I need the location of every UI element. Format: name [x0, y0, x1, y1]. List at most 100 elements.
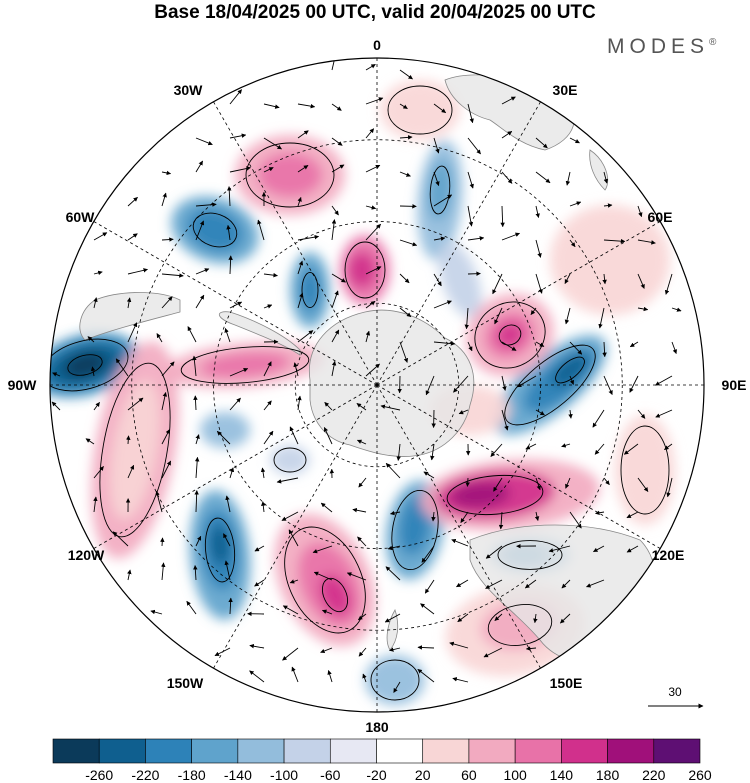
wind-arrow [671, 307, 682, 312]
anomaly-blob [365, 655, 425, 705]
wind-arrow [637, 273, 645, 289]
wind-arrow [150, 609, 163, 615]
wind-arrow [498, 511, 504, 530]
contour [504, 344, 596, 426]
latitude-circle [131, 139, 623, 631]
wind-arrow [399, 307, 412, 318]
anomaly-blob [551, 353, 589, 387]
anomaly-blob [110, 380, 160, 520]
wind-arrow [569, 137, 580, 144]
longitude-labels: 0 30E 60E 90E 120E 150E 180 150W 120W 90W 60W 30W [8, 37, 747, 735]
wind-arrow [423, 471, 435, 479]
colorbar-label: 60 [461, 767, 477, 783]
wind-arrow [561, 579, 571, 589]
contour [370, 659, 420, 701]
colorbar-swatch [514, 738, 562, 764]
wind-arrow [365, 363, 380, 377]
meridian [213, 384, 378, 669]
wind-arrow [263, 272, 278, 278]
wind-arrow [90, 366, 96, 377]
contour [474, 301, 546, 369]
wind-arrow [195, 220, 205, 241]
wind-arrow [327, 670, 333, 683]
longitude-label: 60E [648, 209, 673, 225]
wind-arrow [263, 361, 272, 377]
colorbar-swatch [52, 738, 100, 764]
wind-vectors [51, 58, 682, 693]
wind-arrow [595, 510, 605, 516]
colorbar-swatch [145, 738, 192, 764]
wind-arrow [161, 460, 172, 479]
wind-arrow [603, 375, 613, 396]
wind-arrow [431, 511, 436, 522]
wind-arrow [629, 341, 639, 348]
wind-arrow [485, 545, 503, 559]
contour [391, 489, 439, 571]
wind-arrow [297, 234, 320, 241]
wind-arrow [161, 237, 174, 242]
wind-arrow [603, 203, 613, 208]
wind-arrow [399, 69, 413, 80]
wind-arrow [93, 466, 104, 479]
contour [344, 241, 386, 299]
wind-arrow [229, 467, 235, 479]
wind-arrow [365, 266, 382, 275]
wind-arrow [291, 666, 299, 683]
map-title: Base 18/04/2025 00 UTC, valid 20/04/2025… [154, 2, 596, 23]
wind-arrow [494, 307, 503, 325]
wind-arrow [263, 137, 282, 150]
wind-arrow [127, 196, 138, 207]
anomaly-blob [399, 495, 431, 555]
wind-arrow [195, 160, 204, 173]
wind-arrow [399, 135, 413, 140]
wind-arrow [666, 477, 673, 498]
wind-arrow [664, 443, 673, 451]
colorbar-label: 220 [642, 767, 666, 783]
wind-arrow [93, 496, 98, 513]
latitude-circle [294, 302, 460, 468]
wind-arrow [535, 341, 545, 347]
wind-arrow [467, 205, 474, 227]
contour [301, 271, 319, 309]
anomaly-blob [258, 153, 322, 197]
wind-arrow [561, 443, 571, 448]
wind-arrow [451, 538, 469, 547]
south-america-tip [79, 292, 181, 341]
wind-arrow [637, 306, 649, 312]
colorbar-swatch [468, 738, 516, 764]
colorbar-swatch [329, 738, 377, 764]
wind-arrow [224, 327, 231, 343]
meridian [93, 221, 378, 386]
wind-arrow [525, 443, 537, 450]
wind-arrow [126, 297, 132, 309]
wind-arrow [161, 296, 173, 309]
wind-arrow [161, 192, 167, 207]
wind-arrow [226, 186, 232, 207]
wind-arrow [260, 467, 266, 479]
longitude-label: 150W [167, 675, 204, 691]
wind-arrow [535, 239, 542, 258]
wind-arrow [52, 372, 61, 377]
wind-arrow [229, 133, 247, 139]
wind-arrow [664, 273, 673, 295]
anomaly-blob [496, 322, 524, 348]
contour [555, 356, 585, 384]
longitude-label: 60W [66, 209, 96, 225]
wind-arrow [399, 239, 418, 247]
wind-arrow [93, 232, 108, 241]
wind-arrow [356, 403, 367, 411]
wind-arrow [433, 171, 440, 187]
wind-arrow [569, 341, 583, 355]
wind-arrow [193, 565, 198, 581]
wind-arrow [460, 511, 469, 523]
wind-arrow [485, 579, 503, 589]
anomaly-blob [550, 205, 670, 315]
wind-arrow [331, 273, 346, 283]
wind-arrow [193, 395, 198, 411]
wind-arrow [276, 477, 299, 484]
wind-arrow [320, 502, 333, 513]
wind-arrow [655, 409, 673, 418]
wind-arrow [229, 166, 251, 173]
anomaly-blob [438, 241, 482, 319]
